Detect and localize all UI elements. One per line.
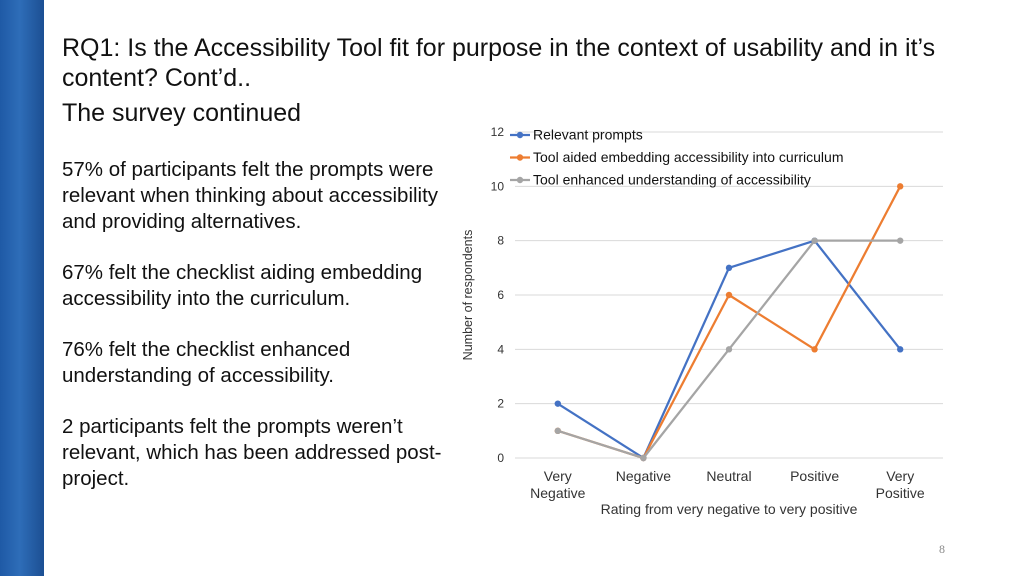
data-point — [725, 264, 733, 272]
y-tick-label: 0 — [497, 451, 504, 465]
finding-embedding: 67% felt the checklist aiding embedding … — [62, 261, 423, 310]
legend-label: Tool aided embedding accessibility into … — [533, 149, 844, 165]
x-tick-label: Negative — [530, 485, 585, 501]
finding-understanding: 76% felt the checklist enhanced understa… — [62, 338, 351, 387]
legend-marker — [516, 131, 524, 139]
side-accent-bar — [0, 0, 44, 576]
finding-not-relevant: 2 participants felt the prompts weren’t … — [62, 415, 442, 490]
data-point — [554, 427, 561, 435]
x-axis-label: Rating from very negative to very positi… — [601, 501, 858, 517]
legend-label: Relevant prompts — [533, 127, 643, 143]
data-point — [640, 454, 647, 462]
finding-relevant-prompts: 57% of participants felt the prompts wer… — [62, 158, 439, 233]
legend-marker — [516, 154, 524, 161]
legend-marker — [516, 176, 524, 184]
slide-title: RQ1: Is the Accessibility Tool fit for p… — [62, 34, 936, 92]
data-point — [811, 346, 818, 353]
y-tick-label: 2 — [497, 397, 504, 411]
ratings-line-chart: 0 2 4 6 8 10 12 Number of respondents Very Negati… — [450, 118, 960, 528]
series-line-2 — [557, 185, 902, 460]
x-tick-label: Positive — [876, 485, 925, 501]
data-point — [897, 237, 904, 244]
x-tick-label: Very — [544, 468, 572, 484]
x-tick-label: Positive — [790, 468, 839, 484]
y-axis-label: Number of respondents — [461, 230, 475, 361]
x-tick-label: Very — [886, 468, 914, 484]
data-point — [725, 291, 733, 299]
legend-label: Tool enhanced understanding of accessibi… — [533, 172, 811, 188]
data-point — [554, 400, 561, 407]
data-point — [897, 183, 904, 190]
page-number: 8 — [939, 542, 945, 556]
data-point — [811, 237, 818, 244]
findings-text: 57% of participants felt the prompts wer… — [62, 157, 442, 517]
y-tick-label: 6 — [497, 288, 504, 302]
y-tick-label: 12 — [491, 125, 505, 139]
data-point — [725, 346, 733, 353]
data-point — [897, 346, 904, 353]
x-tick-label: Negative — [616, 468, 671, 484]
y-tick-label: 4 — [497, 342, 504, 356]
x-tick-label: Neutral — [706, 468, 751, 484]
y-tick-label: 10 — [491, 179, 505, 193]
slide-subtitle: The survey continued — [62, 99, 302, 127]
y-tick-label: 8 — [497, 234, 504, 248]
